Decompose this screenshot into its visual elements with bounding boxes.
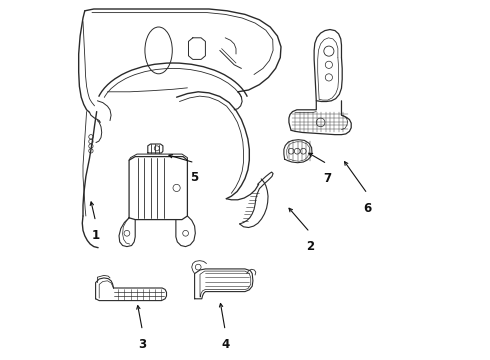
Text: 6: 6 [363,202,371,215]
Text: 1: 1 [92,229,99,242]
Text: 5: 5 [191,171,199,184]
Text: 4: 4 [221,338,229,351]
Text: 2: 2 [306,240,314,253]
Text: 3: 3 [138,338,147,351]
Text: 7: 7 [323,172,331,185]
